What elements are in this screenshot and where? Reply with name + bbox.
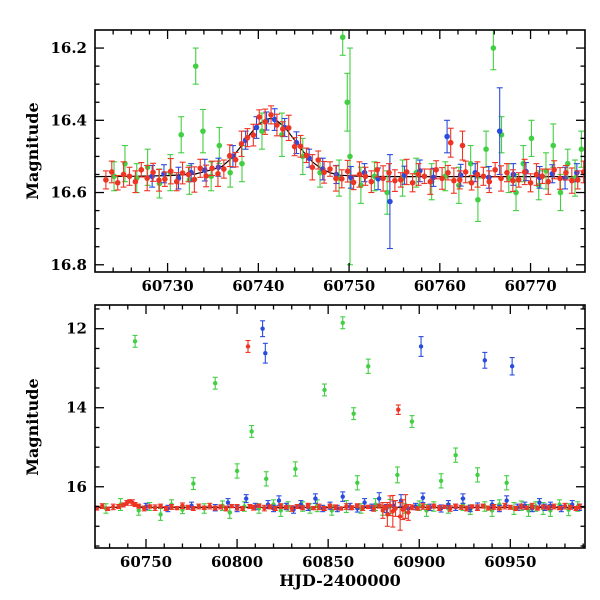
y-tick-label: 16.6 <box>50 184 87 202</box>
y-tick-label: 16 <box>66 478 87 496</box>
x-tick-label: 60750 <box>120 553 172 571</box>
green-data-points <box>111 30 585 266</box>
model-curve <box>95 117 585 178</box>
x-tick-label: 60740 <box>232 277 284 295</box>
x-tick-label: 60800 <box>211 553 263 571</box>
x-axis-label: HJD-2400000 <box>279 571 400 590</box>
bottom-panel: 60750 60800 60850 60900 60950 12 14 16 <box>66 304 586 571</box>
x-tick-label: 60950 <box>484 553 536 571</box>
x-tick-label: 60760 <box>414 277 466 295</box>
y-tick-label: 16.8 <box>50 256 87 274</box>
red-data-points <box>102 105 585 195</box>
blue-data-points <box>143 320 583 514</box>
x-tick-label: 60850 <box>302 553 354 571</box>
axes-frame: 60750 60800 60850 60900 60950 12 14 16 <box>66 304 586 571</box>
y-tick-label: 12 <box>66 320 87 338</box>
y-tick-label: 14 <box>66 399 87 417</box>
x-tick-label: 60750 <box>323 277 375 295</box>
y-tick-label: 16.4 <box>50 111 87 129</box>
x-tick-label: 60900 <box>393 553 445 571</box>
red-data-points <box>95 340 583 531</box>
panel0-plot-area <box>95 30 585 266</box>
bottom-ylabel: Magnitude <box>23 378 42 475</box>
top-panel: 60730 60740 60750 60760 60770 16.2 16.4 16.6 16.… <box>50 29 586 295</box>
y-tick-label: 16.2 <box>50 39 87 57</box>
top-ylabel: Magnitude <box>23 102 42 199</box>
x-tick-label: 60730 <box>141 277 193 295</box>
axes-frame: 60730 60740 60750 60760 60770 16.2 16.4 16.6 16.… <box>50 29 586 295</box>
panel1-plot-area <box>95 316 585 531</box>
x-tick-label: 60770 <box>504 277 556 295</box>
green-data-points <box>103 316 581 521</box>
